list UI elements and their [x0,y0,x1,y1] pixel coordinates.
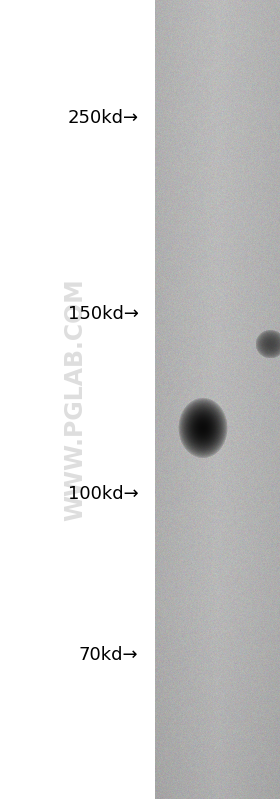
Text: 70kd→: 70kd→ [79,646,139,664]
Text: WWW.PGLAB.COM: WWW.PGLAB.COM [64,278,88,521]
Text: 100kd→: 100kd→ [68,485,139,503]
Text: 250kd→: 250kd→ [67,109,139,127]
Text: 150kd→: 150kd→ [67,305,139,323]
